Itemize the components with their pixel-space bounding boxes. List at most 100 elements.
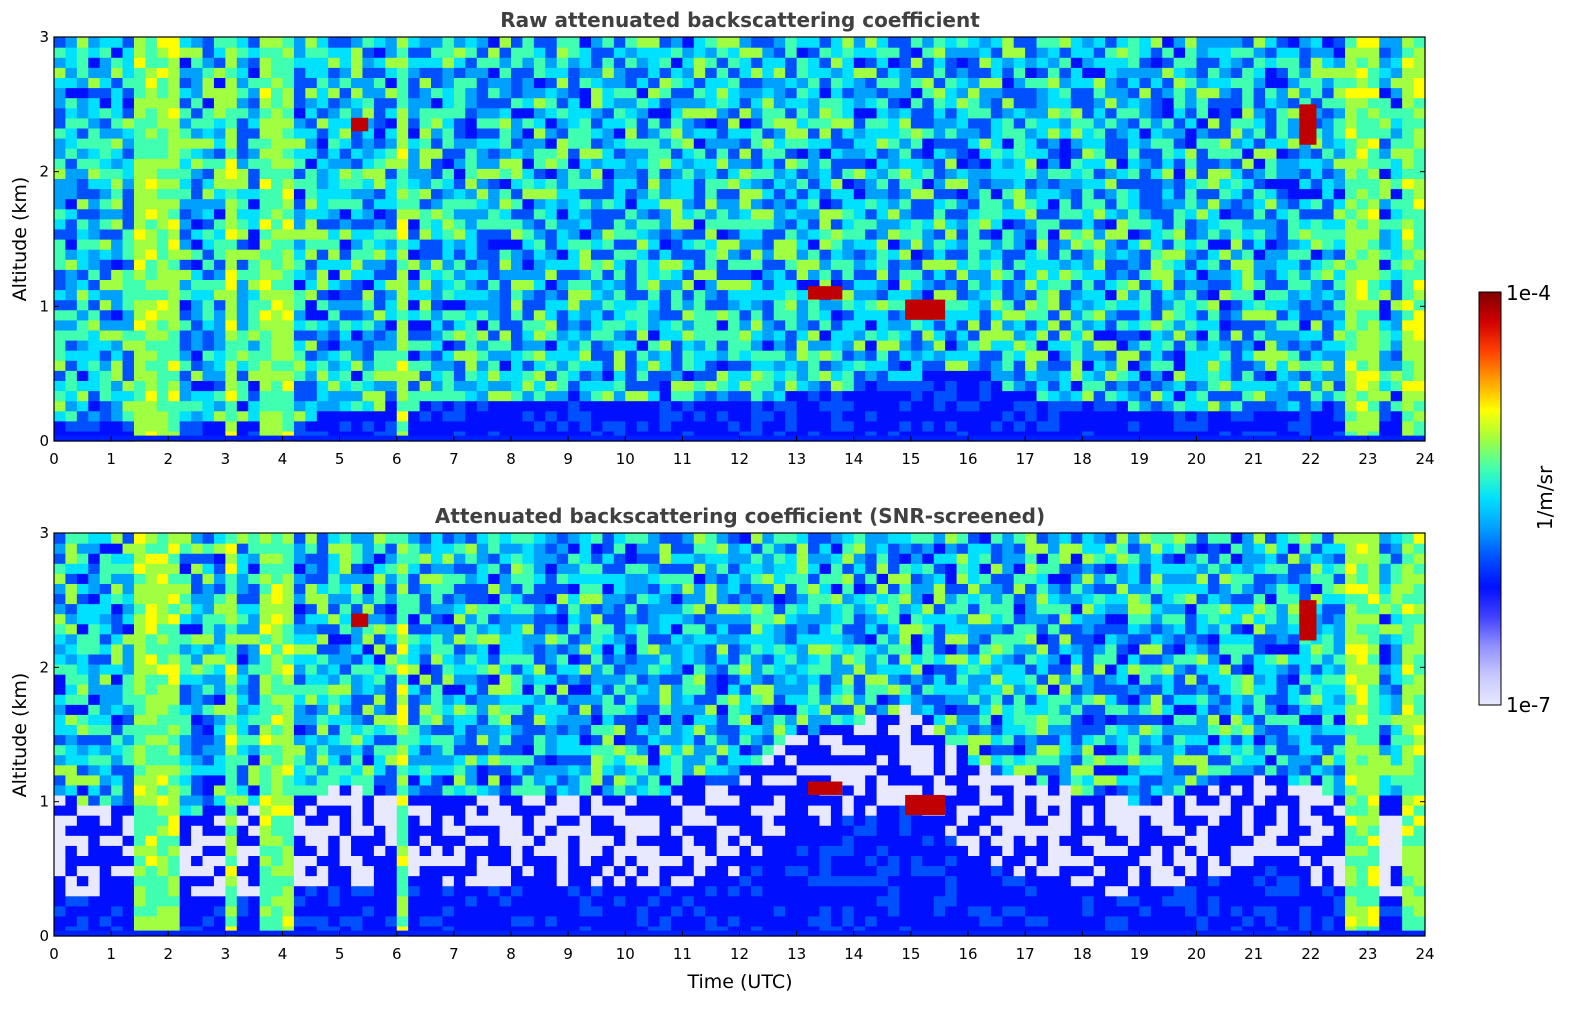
heatmap-cell bbox=[1105, 249, 1117, 260]
heatmap-cell bbox=[831, 320, 843, 331]
heatmap-cell bbox=[534, 360, 546, 371]
heatmap-cell bbox=[1151, 380, 1163, 391]
heatmap-cell bbox=[54, 654, 66, 665]
heatmap-cell bbox=[408, 77, 420, 88]
heatmap-cell bbox=[785, 108, 797, 119]
heatmap-cell bbox=[100, 67, 112, 78]
heatmap-cell bbox=[191, 178, 203, 189]
heatmap-cell bbox=[123, 239, 135, 250]
heatmap-cell bbox=[1197, 189, 1209, 200]
heatmap-cell bbox=[1082, 259, 1094, 270]
heatmap-cell bbox=[1265, 290, 1277, 301]
heatmap-cell bbox=[145, 37, 157, 48]
heatmap-cell bbox=[500, 57, 512, 68]
heatmap-cell bbox=[1242, 239, 1254, 250]
heatmap-cell bbox=[842, 77, 854, 88]
heatmap-cell bbox=[957, 219, 969, 230]
heatmap-cell bbox=[1162, 259, 1174, 270]
heatmap-cell bbox=[774, 219, 786, 230]
heatmap-cell bbox=[397, 128, 409, 139]
heatmap-cell bbox=[431, 158, 443, 169]
heatmap-cell bbox=[945, 229, 957, 240]
heatmap-cell bbox=[77, 553, 89, 564]
heatmap-cell bbox=[283, 128, 295, 139]
heatmap-cell bbox=[1276, 37, 1288, 48]
heatmap-cell bbox=[671, 421, 683, 432]
heatmap-cell bbox=[797, 229, 809, 240]
heatmap-cell bbox=[934, 279, 946, 290]
heatmap-cell bbox=[1082, 421, 1094, 432]
heatmap-cell bbox=[1082, 239, 1094, 250]
heatmap-cell bbox=[465, 37, 477, 48]
heatmap-cell bbox=[1094, 360, 1106, 371]
heatmap-cell bbox=[340, 118, 352, 129]
heatmap-cell bbox=[1402, 259, 1414, 270]
heatmap-cell bbox=[442, 189, 454, 200]
heatmap-cell bbox=[1345, 279, 1357, 290]
heatmap-cell bbox=[1105, 88, 1117, 99]
heatmap-cell bbox=[317, 310, 329, 321]
heatmap-cell bbox=[1059, 77, 1071, 88]
heatmap-cell bbox=[1242, 380, 1254, 391]
heatmap-cell bbox=[65, 785, 77, 796]
heatmap-cell bbox=[88, 370, 100, 381]
heatmap-cell bbox=[431, 300, 443, 311]
heatmap-cell bbox=[1197, 421, 1209, 432]
heatmap-cell bbox=[1139, 158, 1151, 169]
heatmap-cell bbox=[831, 98, 843, 109]
heatmap-cell bbox=[568, 330, 580, 341]
heatmap-cell bbox=[420, 88, 432, 99]
heatmap-cell bbox=[203, 118, 215, 129]
heatmap-cell bbox=[1094, 37, 1106, 48]
heatmap-cell bbox=[1391, 128, 1403, 139]
heatmap-cell bbox=[865, 37, 877, 48]
heatmap-cell bbox=[420, 269, 432, 280]
heatmap-cell bbox=[1037, 370, 1049, 381]
heatmap-cell bbox=[203, 108, 215, 119]
heatmap-cell bbox=[420, 189, 432, 200]
heatmap-cell bbox=[1094, 67, 1106, 78]
heatmap-cell bbox=[237, 330, 249, 341]
heatmap-cell bbox=[1037, 421, 1049, 432]
heatmap-cell bbox=[751, 67, 763, 78]
heatmap-cell bbox=[945, 98, 957, 109]
heatmap-cell bbox=[1071, 229, 1083, 240]
heatmap-cell bbox=[648, 310, 660, 321]
heatmap-cell bbox=[797, 239, 809, 250]
heatmap-cell bbox=[580, 330, 592, 341]
heatmap-cell bbox=[271, 401, 283, 412]
heatmap-cell bbox=[1391, 199, 1403, 210]
heatmap-cell bbox=[648, 340, 660, 351]
heatmap-cell bbox=[294, 148, 306, 159]
heatmap-cell bbox=[237, 360, 249, 371]
heatmap-cell bbox=[1151, 310, 1163, 321]
heatmap-cell bbox=[682, 259, 694, 270]
heatmap-cell bbox=[1105, 259, 1117, 270]
heatmap-cell bbox=[54, 108, 66, 119]
heatmap-cell bbox=[877, 350, 889, 361]
heatmap-cell bbox=[580, 57, 592, 68]
heatmap-cell bbox=[888, 77, 900, 88]
heatmap-cell bbox=[568, 350, 580, 361]
heatmap-cell bbox=[797, 380, 809, 391]
heatmap-cell bbox=[1414, 249, 1426, 260]
heatmap-cell bbox=[1082, 138, 1094, 149]
heatmap-cell bbox=[717, 108, 729, 119]
heatmap-cell bbox=[831, 300, 843, 311]
heatmap-cell bbox=[1219, 189, 1231, 200]
heatmap-cell bbox=[671, 239, 683, 250]
heatmap-cell bbox=[340, 37, 352, 48]
heatmap-cell bbox=[1402, 138, 1414, 149]
heatmap-cell bbox=[1265, 158, 1277, 169]
heatmap-cell bbox=[1162, 148, 1174, 159]
heatmap-cell bbox=[1254, 98, 1266, 109]
heatmap-cell bbox=[362, 37, 374, 48]
heatmap-cell bbox=[1071, 57, 1083, 68]
heatmap-cell bbox=[408, 239, 420, 250]
heatmap-cell bbox=[1082, 88, 1094, 99]
heatmap-cell bbox=[1242, 168, 1254, 179]
heatmap-cell bbox=[1311, 330, 1323, 341]
heatmap-cell bbox=[191, 229, 203, 240]
heatmap-cell bbox=[362, 320, 374, 331]
heatmap-cell bbox=[1242, 57, 1254, 68]
